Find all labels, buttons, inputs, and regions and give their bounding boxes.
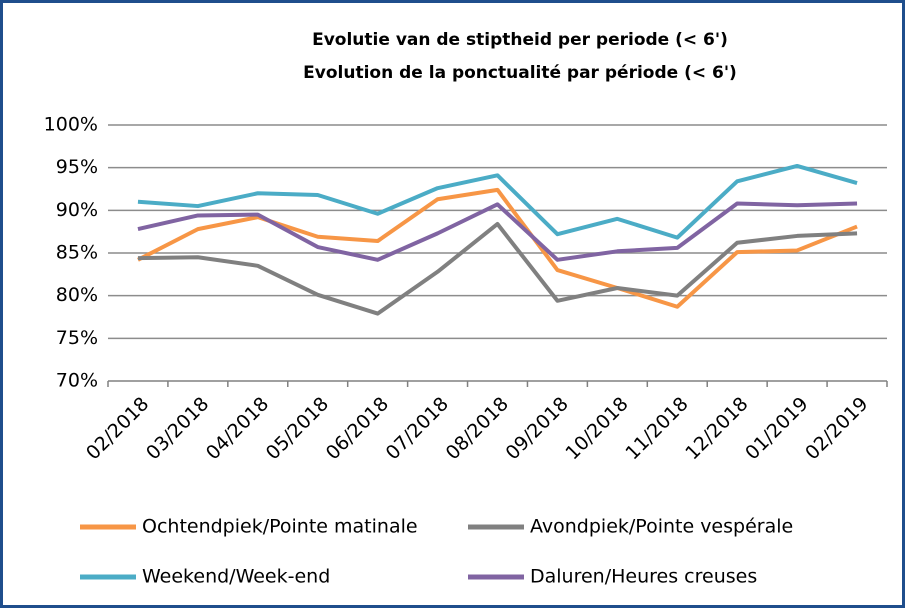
series-line xyxy=(137,221,858,316)
series-line xyxy=(137,187,858,309)
y-tick-label: 100% xyxy=(44,114,98,136)
chart-subtitle: Evolution de la ponctualité par période … xyxy=(303,63,737,83)
y-tick-label: 70% xyxy=(56,370,98,392)
legend-label: Avondpiek/Pointe vespérale xyxy=(530,516,793,538)
y-tick-label: 75% xyxy=(56,327,98,349)
series-line xyxy=(137,201,858,262)
series-line xyxy=(137,163,858,240)
y-tick-label: 80% xyxy=(56,284,98,306)
y-tick-label: 90% xyxy=(56,199,98,221)
legend-label: Ochtendpiek/Pointe matinale xyxy=(142,516,418,538)
y-tick-label: 95% xyxy=(56,156,98,178)
chart-title: Evolutie van de stiptheid per periode (<… xyxy=(312,30,728,50)
legend-label: Weekend/Week-end xyxy=(142,566,330,588)
y-tick-label: 85% xyxy=(56,242,98,264)
legend-label: Daluren/Heures creuses xyxy=(530,566,757,588)
